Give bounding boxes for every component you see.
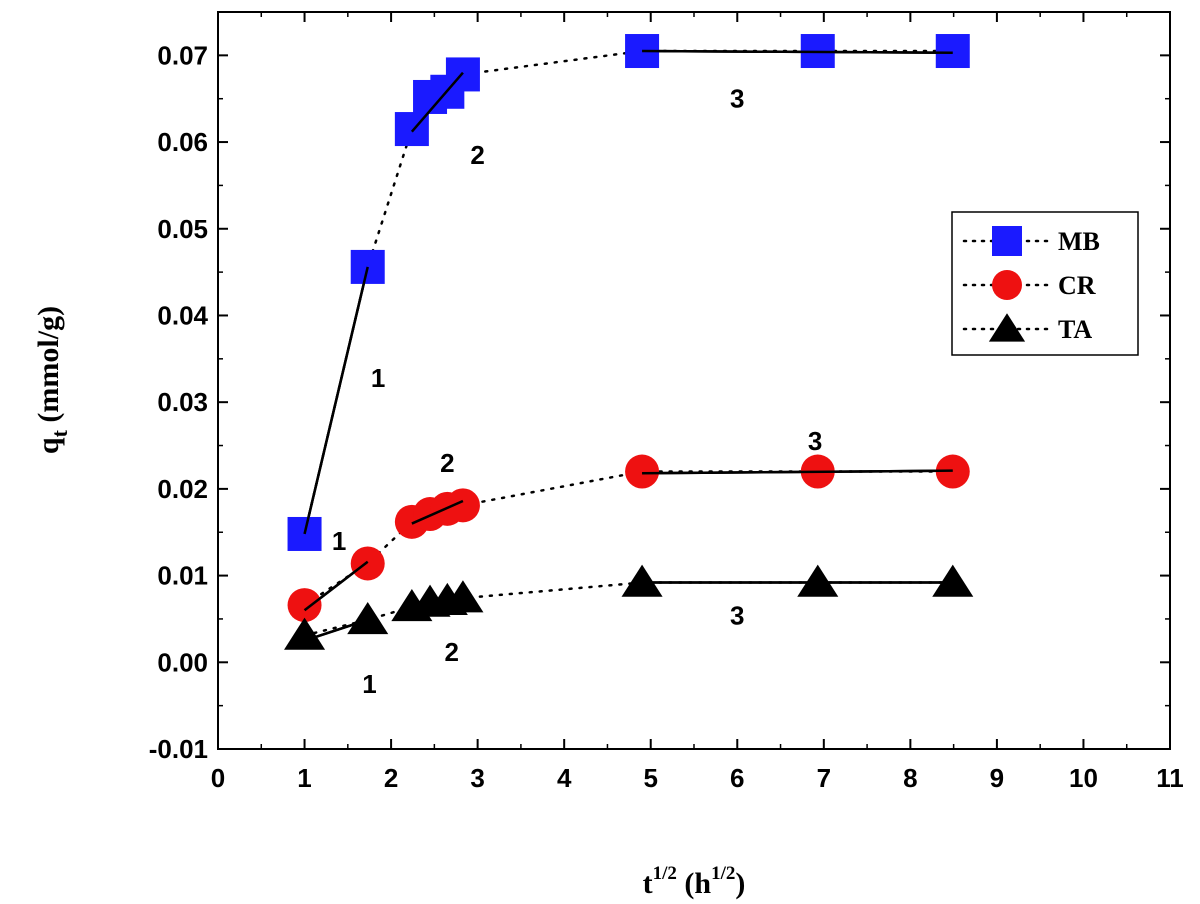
ta-point (347, 601, 389, 635)
ta-point (442, 580, 484, 613)
cr-dotted-line (303, 470, 955, 607)
legend-box (951, 211, 1139, 356)
region-labels: 1 2 3 1 2 3 1 2 3 (332, 84, 822, 699)
region-label: 2 (470, 140, 484, 170)
y-tick-label: 0.06 (157, 127, 208, 157)
cr-point (625, 454, 660, 489)
region-label: 2 (444, 637, 458, 667)
y-tick-label: 0.03 (157, 387, 208, 417)
legend-cr-label: CR (1058, 271, 1096, 300)
region-label: 3 (730, 600, 744, 630)
region-label: 1 (332, 526, 346, 556)
cr-point (445, 488, 480, 523)
x-axis-label: t1/2 (h1/2) (643, 863, 746, 900)
ta-fit-line-overlay-2 (411, 595, 464, 609)
ta-point (284, 617, 326, 650)
cr-fit-line-overlay-1 (303, 560, 369, 612)
legend-cr-marker (992, 270, 1022, 300)
y-tick-label: -0.01 (149, 734, 208, 764)
x-tick-label: 7 (817, 763, 831, 793)
ta-fit-line-overlay-1 (304, 618, 369, 642)
mb-fit-line-overlay-3 (642, 49, 953, 55)
x-tick-label: 10 (1069, 763, 1098, 793)
cr-point (287, 588, 322, 623)
region-label: 3 (808, 426, 822, 456)
x-tick-label: 5 (643, 763, 657, 793)
x-tick-label: 6 (730, 763, 744, 793)
mb-point (935, 34, 970, 69)
y-tick-label: 0.07 (157, 40, 208, 70)
x-tick-label: 9 (990, 763, 1004, 793)
y-tick-label: 0.04 (157, 300, 208, 330)
legend-mb-marker (992, 226, 1022, 256)
x-tick-label: 2 (384, 763, 398, 793)
y-tick-label: 0.05 (157, 214, 208, 244)
x-tick-label: 8 (903, 763, 917, 793)
axes: 0 1 2 3 4 5 6 7 8 9 10 11-0.010.000.010.020.030.040… (149, 12, 1184, 793)
region-label: 3 (730, 84, 744, 114)
data-markers (284, 34, 974, 650)
y-axis-label: qt (mmol/g) (32, 306, 72, 454)
region-label: 2 (440, 448, 454, 478)
legend-mb-label: MB (1058, 227, 1100, 256)
x-tick-label: 0 (211, 763, 225, 793)
region-label: 1 (362, 669, 376, 699)
region-label: 1 (371, 363, 385, 393)
cr-fit-line-overlay-2 (411, 499, 464, 525)
x-tick-label: 4 (557, 763, 572, 793)
mb-fit-line-overlay-2 (410, 71, 464, 133)
ta-point (932, 564, 974, 597)
mb-dotted-line (303, 49, 955, 536)
y-tick-label: 0.01 (157, 561, 208, 591)
legend-ta-label: TA (1058, 315, 1092, 344)
cr-fit-line-overlay-3 (642, 469, 953, 475)
x-tick-label: 3 (470, 763, 484, 793)
x-tick-label: 11 (1156, 763, 1184, 793)
plot-frame (217, 11, 1171, 750)
mb-fit-line-overlay-1 (303, 266, 369, 535)
x-tick-label: 1 (297, 763, 311, 793)
legend-ta-marker (988, 313, 1026, 342)
cr-point (350, 546, 385, 581)
y-tick-label: 0.00 (157, 647, 208, 677)
y-tick-label: 0.02 (157, 474, 208, 504)
ta-point (797, 564, 839, 597)
legend: MB CR TA (951, 211, 1139, 356)
ta-point (621, 564, 663, 597)
